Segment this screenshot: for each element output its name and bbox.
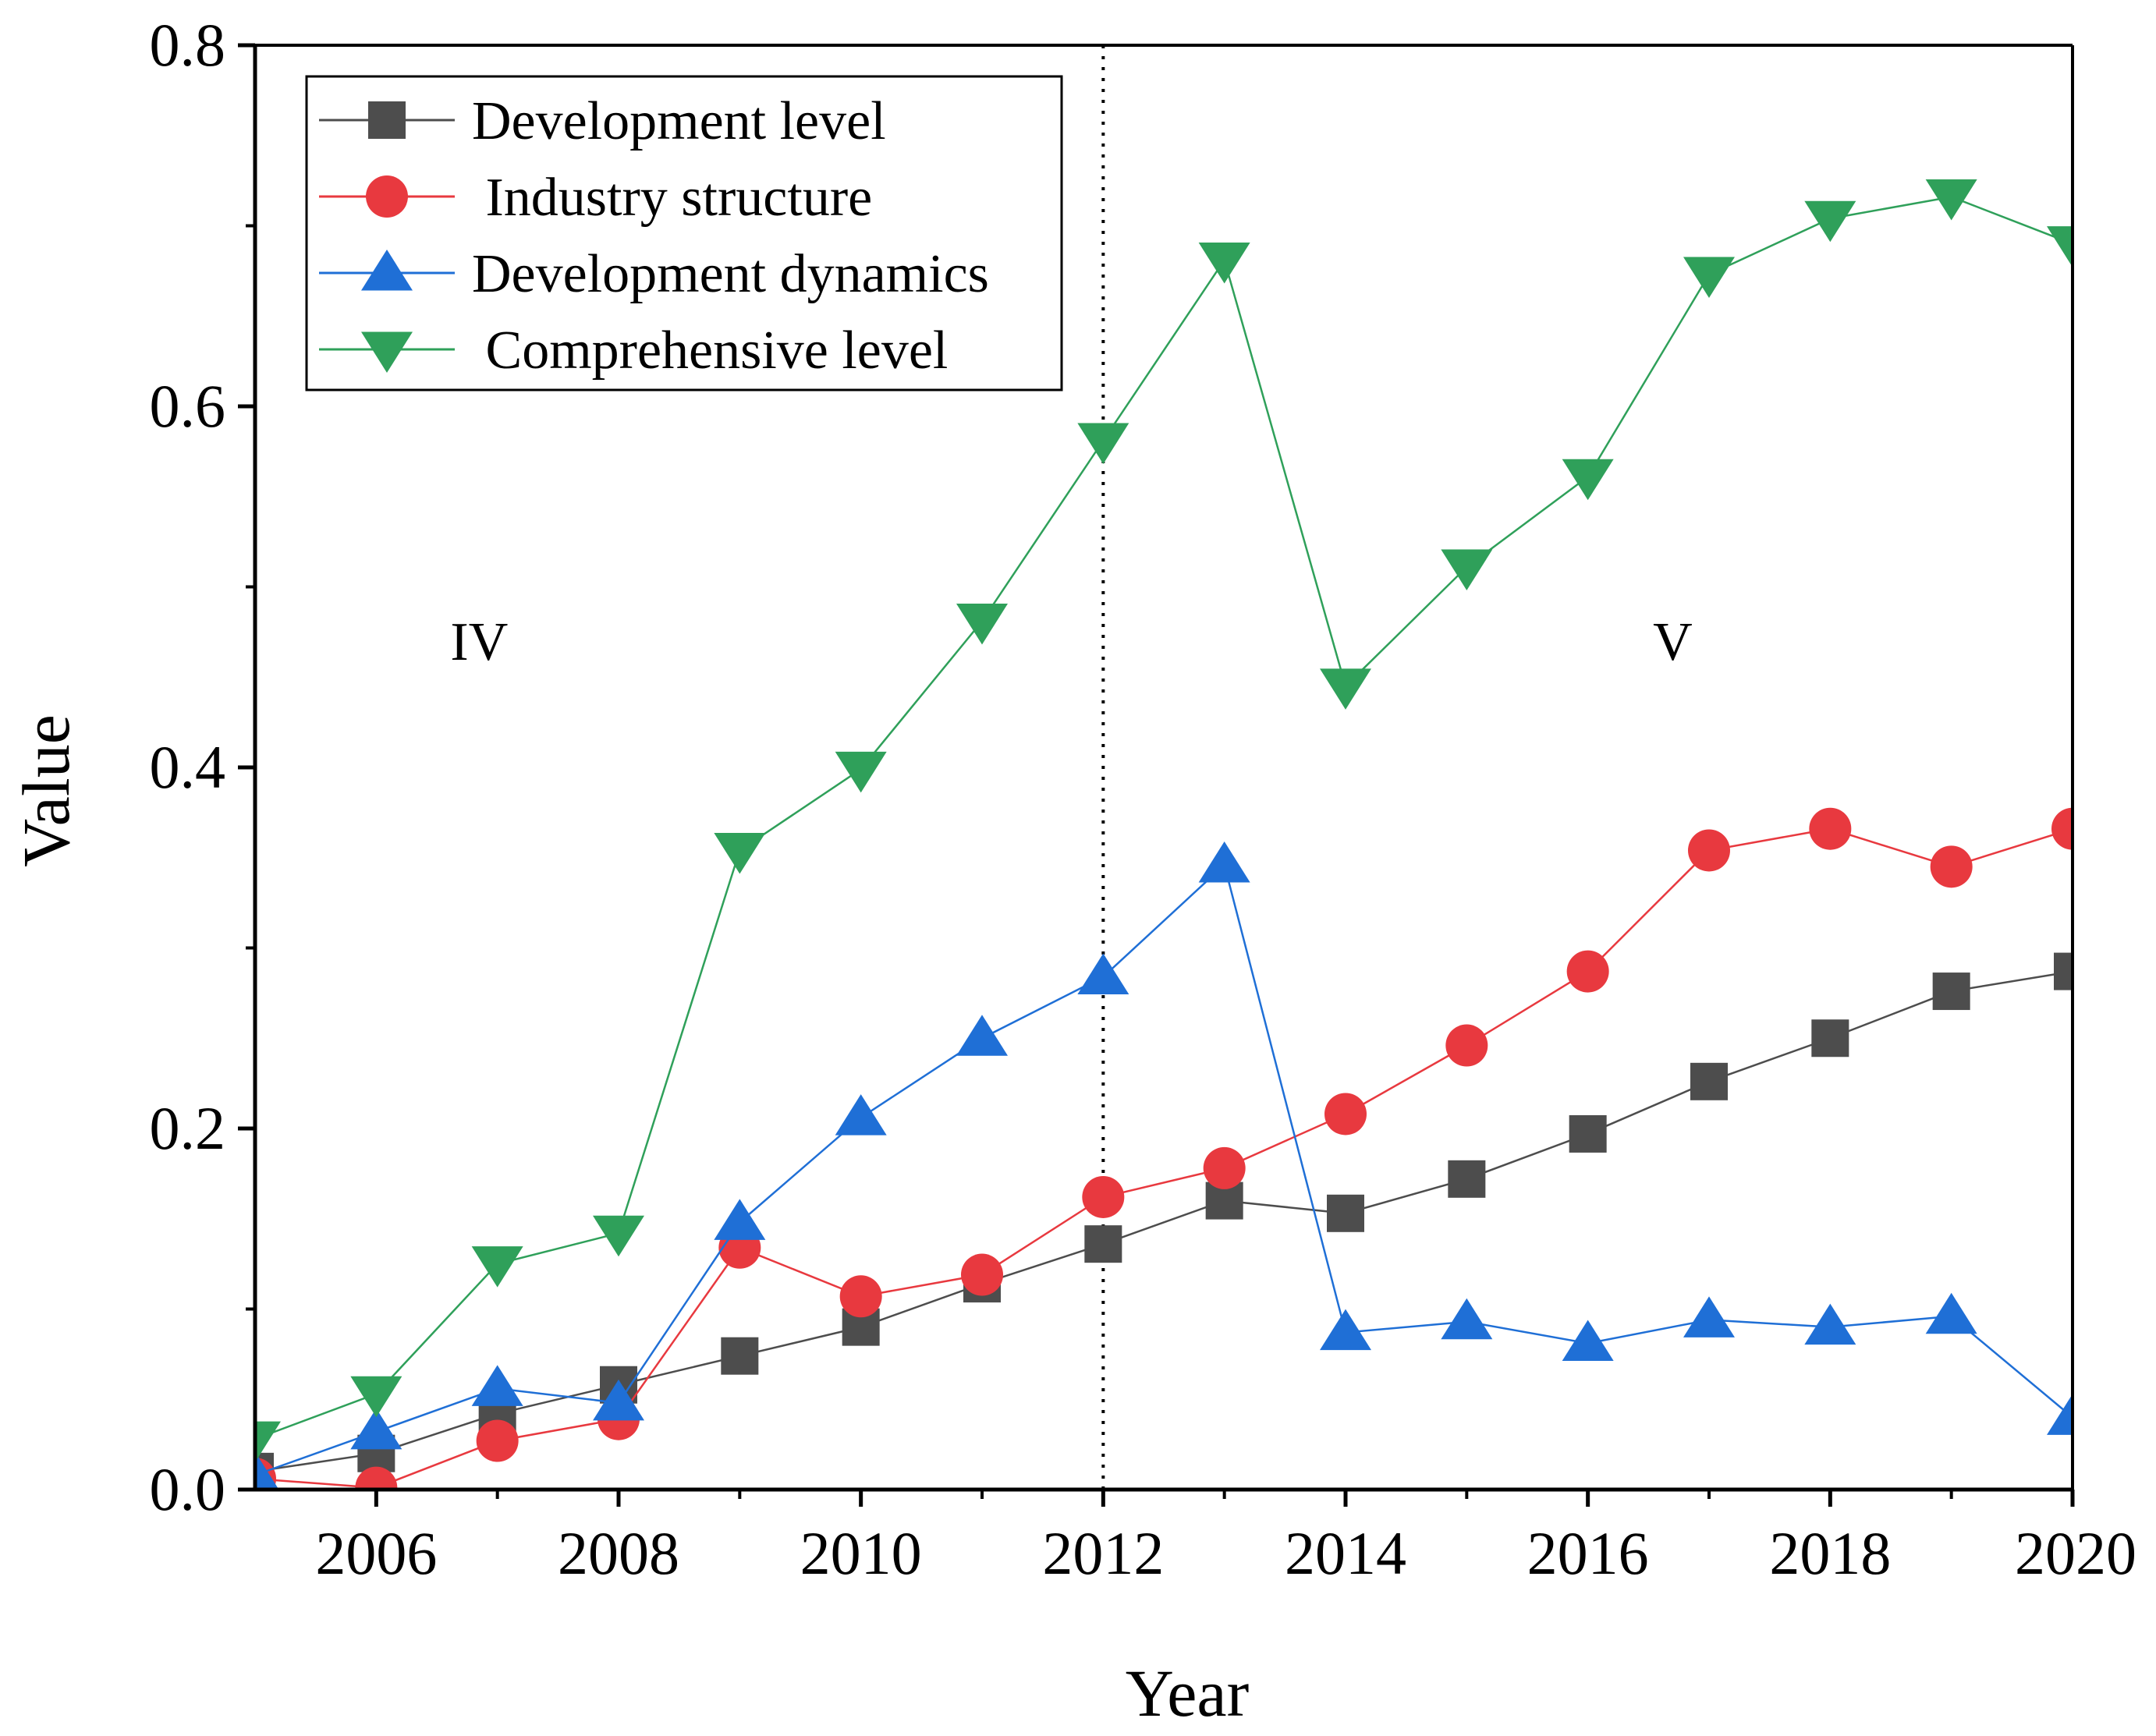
legend-label-3: Comprehensive level <box>472 321 948 381</box>
data-point-0-4 <box>721 1337 759 1375</box>
x-tick-label: 2006 <box>315 1519 437 1587</box>
legend: Development level Industry structure Deve… <box>305 75 1063 391</box>
data-point-1-6 <box>961 1253 1003 1296</box>
x-tick-label: 2010 <box>800 1519 922 1587</box>
data-point-2-5 <box>835 1094 887 1135</box>
data-point-2-14 <box>1925 1292 1977 1334</box>
x-tick-label: 2018 <box>1769 1519 1891 1587</box>
data-point-0-9 <box>1327 1194 1364 1232</box>
y-tick-label: 0.6 <box>150 372 226 440</box>
data-point-3-8 <box>1198 242 1250 284</box>
data-point-0-10 <box>1448 1160 1486 1198</box>
data-point-2-13 <box>1804 1303 1856 1345</box>
y-tick-label: 0.4 <box>150 733 226 801</box>
data-point-3-2 <box>471 1246 523 1288</box>
x-tick-label: 2020 <box>2015 1519 2136 1587</box>
data-point-3-12 <box>1683 257 1735 299</box>
data-point-1-14 <box>1930 845 1973 888</box>
legend-marker-1 <box>366 175 408 218</box>
y-tick-label: 0.0 <box>150 1455 226 1523</box>
region-label-1: V <box>1653 612 1693 672</box>
data-point-2-4 <box>714 1199 766 1240</box>
data-point-3-0 <box>255 1421 281 1463</box>
data-point-3-10 <box>1441 549 1493 591</box>
data-point-3-13 <box>1804 200 1856 243</box>
data-point-1-15 <box>2051 807 2073 850</box>
series-layer <box>255 179 2073 1490</box>
data-point-2-11 <box>1562 1320 1614 1361</box>
region-label-0: IV <box>450 612 508 672</box>
data-point-3-9 <box>1320 668 1371 710</box>
data-point-3-3 <box>593 1215 644 1257</box>
data-point-0-15 <box>2054 952 2073 990</box>
data-point-1-5 <box>839 1275 882 1318</box>
data-point-1-9 <box>1324 1093 1367 1135</box>
data-point-3-7 <box>1077 423 1129 464</box>
x-tick-label: 2016 <box>1527 1519 1649 1587</box>
legend-marker-0 <box>368 101 406 139</box>
data-point-0-14 <box>1932 973 1970 1011</box>
data-point-3-11 <box>1562 459 1614 501</box>
data-point-1-1 <box>355 1466 398 1490</box>
data-point-1-8 <box>1203 1146 1246 1189</box>
series-line-1 <box>255 827 2073 1489</box>
data-point-2-10 <box>1441 1298 1493 1340</box>
data-point-2-7 <box>1077 953 1129 995</box>
labels: 0.0 0.2 0.4 0.6 0.8 2006 2008 2010 2012 2014 2016 2… <box>9 11 2136 1731</box>
data-point-3-1 <box>350 1376 402 1418</box>
data-point-3-15 <box>2047 226 2073 267</box>
data-point-2-1 <box>350 1408 402 1450</box>
data-point-0-13 <box>1811 1019 1849 1058</box>
series-2 <box>255 841 2073 1490</box>
series-3 <box>255 179 2073 1463</box>
data-point-2-8 <box>1198 841 1250 883</box>
data-point-1-12 <box>1688 829 1730 872</box>
series-0 <box>255 952 2073 1490</box>
data-point-3-4 <box>714 832 766 874</box>
data-point-0-12 <box>1690 1062 1728 1100</box>
data-point-0-11 <box>1569 1114 1607 1153</box>
axes <box>238 43 2075 1507</box>
legend-marker-2 <box>361 250 413 291</box>
data-point-1-7 <box>1082 1175 1125 1218</box>
data-point-2-15 <box>2047 1394 2073 1435</box>
data-point-1-11 <box>1566 950 1609 993</box>
data-point-3-5 <box>835 751 887 793</box>
data-point-2-2 <box>471 1365 523 1406</box>
x-axis-title: Year <box>1126 1656 1249 1731</box>
data-point-2-6 <box>956 1015 1008 1056</box>
y-tick-label: 0.2 <box>150 1094 226 1162</box>
legend-label-0: Development level <box>472 91 886 151</box>
x-tick-label: 2012 <box>1042 1519 1164 1587</box>
x-tick-label: 2008 <box>558 1519 679 1587</box>
legend-label-2: Development dynamics <box>472 244 989 304</box>
legend-box <box>305 75 1063 391</box>
x-tick-label: 2014 <box>1285 1519 1406 1587</box>
series-line-0 <box>255 970 2073 1473</box>
data-point-3-6 <box>956 603 1008 645</box>
data-point-2-9 <box>1320 1309 1371 1351</box>
legend-label-1: Industry structure <box>472 168 872 228</box>
legend-marker-3 <box>361 331 413 373</box>
data-point-2-12 <box>1683 1296 1735 1337</box>
series-line-3 <box>255 196 2073 1440</box>
data-point-0-7 <box>1084 1225 1122 1263</box>
data-point-3-14 <box>1925 179 1977 221</box>
y-axis-title: Value <box>9 714 83 867</box>
data-point-1-2 <box>476 1419 519 1462</box>
y-tick-label: 0.8 <box>150 11 226 79</box>
data-point-2-0 <box>255 1451 279 1490</box>
data-point-1-10 <box>1445 1024 1488 1067</box>
series-line-2 <box>255 863 2073 1476</box>
data-point-2-3 <box>593 1379 644 1421</box>
data-point-1-13 <box>1809 807 1852 850</box>
